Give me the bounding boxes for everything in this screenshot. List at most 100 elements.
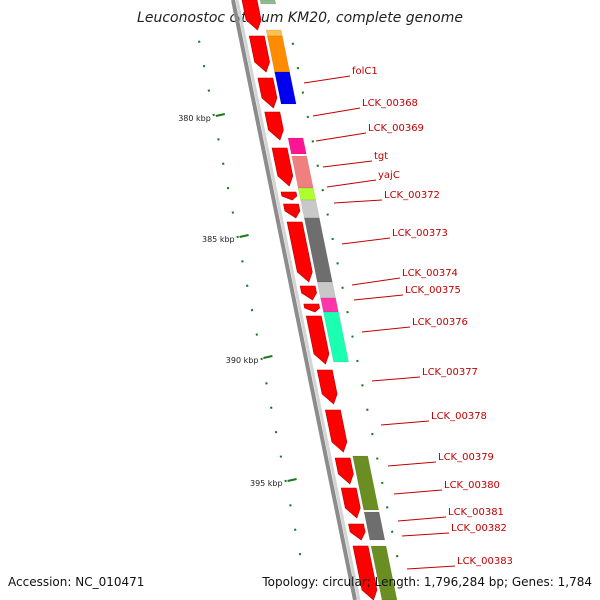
minor-tick-outer bbox=[301, 91, 305, 94]
major-tick bbox=[239, 234, 249, 238]
feature-block bbox=[300, 199, 320, 219]
minor-tick bbox=[212, 113, 215, 117]
backbone-inner bbox=[235, 0, 361, 600]
minor-tick bbox=[284, 479, 287, 483]
minor-tick-outer bbox=[296, 66, 300, 70]
genome-summary: Topology: circular; Length: 1,796,284 bp… bbox=[261, 575, 592, 589]
label-leader bbox=[393, 489, 443, 495]
minor-tick bbox=[222, 162, 225, 165]
gene-label: LCK_00374 bbox=[402, 268, 458, 279]
feature-block bbox=[259, 0, 277, 5]
tick-label: 395 kbp bbox=[250, 479, 283, 488]
minor-tick-outer bbox=[326, 213, 329, 216]
cds-arrow bbox=[324, 409, 348, 453]
minor-tick-outer bbox=[351, 335, 354, 338]
gene-label: LCK_00380 bbox=[444, 480, 500, 491]
minor-tick bbox=[274, 430, 278, 434]
cds-arrow bbox=[305, 315, 330, 365]
cds-arrow bbox=[248, 35, 270, 73]
minor-tick bbox=[255, 333, 259, 336]
minor-tick-outer bbox=[336, 262, 339, 265]
minor-tick-outer bbox=[316, 164, 319, 167]
backbone-outer bbox=[231, 0, 357, 600]
gene-label: LCK_00368 bbox=[362, 98, 418, 109]
cds-arrow bbox=[257, 77, 278, 109]
minor-tick-outer bbox=[331, 237, 334, 241]
minor-tick bbox=[289, 504, 292, 507]
minor-tick-outer bbox=[371, 432, 374, 436]
feature-track bbox=[259, 0, 399, 600]
minor-tick bbox=[241, 260, 244, 263]
label-leader bbox=[401, 532, 450, 537]
cds-arrow bbox=[264, 111, 284, 141]
label-leader bbox=[406, 565, 456, 570]
minor-tick-outer bbox=[395, 554, 399, 558]
cds-arrow bbox=[334, 457, 354, 485]
label-leader bbox=[341, 237, 391, 245]
backbone bbox=[231, 0, 361, 600]
feature-block bbox=[323, 311, 349, 363]
minor-tick-outer bbox=[311, 140, 315, 143]
minor-tick-outer bbox=[346, 310, 349, 314]
cds-arrow bbox=[340, 487, 361, 519]
cds-arrow bbox=[352, 545, 378, 600]
label-leader bbox=[322, 160, 373, 168]
minor-tick bbox=[207, 89, 211, 92]
minor-tick-outer bbox=[390, 530, 394, 533]
minor-tick-outer bbox=[361, 384, 364, 387]
minor-tick bbox=[265, 382, 268, 385]
minor-tick bbox=[226, 186, 230, 190]
minor-tick bbox=[236, 235, 239, 239]
cds-arrow bbox=[303, 303, 320, 313]
gene-label: LCK_00376 bbox=[412, 317, 468, 328]
label-leader bbox=[326, 179, 377, 188]
label-leader bbox=[353, 294, 404, 301]
minor-tick bbox=[198, 40, 201, 43]
minor-tick-outer bbox=[376, 457, 379, 460]
cds-track bbox=[241, 0, 378, 600]
label-leader bbox=[315, 132, 367, 142]
feature-block bbox=[287, 137, 307, 155]
feature-block bbox=[291, 155, 314, 189]
label-leader bbox=[312, 107, 361, 117]
minor-tick-outer bbox=[291, 42, 295, 45]
minor-tick-outer bbox=[321, 188, 324, 192]
minor-tick-outer bbox=[341, 286, 344, 289]
minor-tick bbox=[279, 455, 283, 458]
major-tick bbox=[287, 478, 297, 482]
gene-label: tgt bbox=[374, 151, 388, 162]
gene-label: LCK_00381 bbox=[448, 507, 504, 518]
cds-arrow bbox=[348, 523, 366, 541]
cds-arrow bbox=[271, 147, 294, 187]
map-title: Leuconostoc citreum KM20, complete genom… bbox=[137, 10, 463, 26]
gene-label: LCK_00377 bbox=[422, 367, 478, 378]
feature-block bbox=[317, 281, 336, 299]
cds-arrow bbox=[283, 203, 301, 219]
tick-label: 390 kbp bbox=[226, 356, 259, 365]
feature-block bbox=[274, 71, 297, 105]
gene-label: LCK_00373 bbox=[392, 228, 448, 239]
minor-tick-outer bbox=[306, 115, 310, 119]
cds-arrow bbox=[299, 285, 317, 301]
label-leader bbox=[371, 376, 421, 382]
minor-tick bbox=[246, 284, 249, 287]
minor-tick bbox=[260, 357, 263, 361]
label-leader bbox=[333, 199, 383, 204]
tick-label: 380 kbp bbox=[178, 114, 211, 123]
gene-label: folC1 bbox=[352, 66, 378, 77]
feature-block bbox=[297, 187, 316, 201]
cds-arrow bbox=[241, 0, 262, 31]
gene-label: LCK_00369 bbox=[368, 123, 424, 134]
label-leader bbox=[351, 277, 401, 286]
feature-block bbox=[267, 35, 290, 73]
gene-label: yajC bbox=[378, 170, 400, 181]
minor-tick-outer bbox=[381, 481, 384, 485]
feature-block bbox=[320, 297, 339, 313]
feature-block bbox=[370, 545, 398, 600]
minor-tick bbox=[250, 308, 254, 312]
gene-label: LCK_00372 bbox=[384, 190, 440, 201]
cds-arrow bbox=[316, 369, 338, 405]
minor-tick bbox=[202, 64, 206, 68]
